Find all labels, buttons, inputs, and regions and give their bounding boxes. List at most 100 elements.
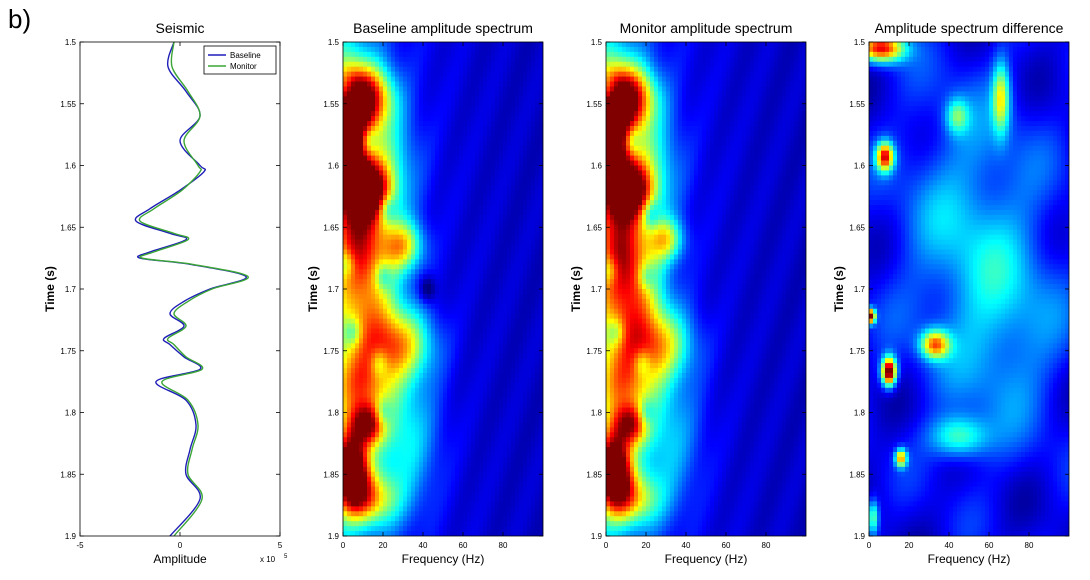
heatmap-cell xyxy=(431,397,436,404)
heatmap-cell xyxy=(411,318,416,325)
heatmap-cell xyxy=(347,190,352,196)
heatmap-cell xyxy=(511,397,516,404)
heatmap-cell xyxy=(375,516,380,522)
heatmap-cell xyxy=(451,496,456,503)
heatmap-cell xyxy=(343,452,348,458)
heatmap-cell xyxy=(387,511,392,517)
heatmap-cell xyxy=(507,452,512,458)
heatmap-cell xyxy=(351,150,356,157)
heatmap-cell xyxy=(363,279,368,285)
heatmap-cell xyxy=(435,86,440,92)
heatmap-cell xyxy=(447,432,452,438)
heatmap-cell xyxy=(419,56,424,63)
heatmap-cell xyxy=(463,91,468,97)
heatmap-cell xyxy=(527,506,532,512)
heatmap-cell xyxy=(371,244,376,251)
heatmap-cell xyxy=(463,106,468,112)
heatmap-cell xyxy=(483,293,488,300)
heatmap-cell xyxy=(451,427,456,433)
heatmap-cell xyxy=(383,412,388,419)
heatmap-cell xyxy=(359,140,364,147)
heatmap-cell xyxy=(495,284,500,290)
heatmap-cell xyxy=(371,254,376,260)
heatmap-cell xyxy=(519,121,524,127)
heatmap-cell xyxy=(455,46,460,53)
heatmap-cell xyxy=(443,249,448,256)
heatmap-cell xyxy=(471,506,476,512)
heatmap-cell xyxy=(399,175,404,181)
heatmap-cell xyxy=(383,521,388,527)
heatmap-cell xyxy=(539,130,543,137)
heatmap-cell xyxy=(535,333,540,339)
heatmap-cell xyxy=(483,417,488,423)
heatmap-cell xyxy=(419,249,424,256)
heatmap-cell xyxy=(347,264,352,270)
heatmap-cell xyxy=(443,417,448,423)
heatmap-cell xyxy=(399,387,404,394)
heatmap-cell xyxy=(495,155,500,162)
heatmap-cell xyxy=(499,303,504,310)
heatmap-cell xyxy=(375,254,380,260)
heatmap-cell xyxy=(407,229,412,236)
heatmap-cell xyxy=(511,150,516,157)
heatmap-cell xyxy=(499,471,504,478)
heatmap-cell xyxy=(419,358,424,364)
heatmap-cell xyxy=(539,205,543,211)
heatmap-cell xyxy=(483,76,488,83)
heatmap-cell xyxy=(455,392,460,399)
heatmap-cell xyxy=(391,274,396,280)
heatmap-cell xyxy=(399,407,404,414)
heatmap-cell xyxy=(443,397,448,404)
heatmap-cell xyxy=(507,323,512,330)
heatmap-cell xyxy=(395,269,400,275)
heatmap-cell xyxy=(415,185,420,191)
heatmap-cell xyxy=(495,392,500,399)
heatmap-cell xyxy=(431,165,436,172)
heatmap-cell xyxy=(479,155,484,162)
heatmap-cell xyxy=(535,313,540,320)
heatmap-cell xyxy=(479,96,484,102)
heatmap-cell xyxy=(419,160,424,167)
heatmap-cell xyxy=(523,402,528,409)
heatmap-cell xyxy=(391,125,396,132)
heatmap-cell xyxy=(435,308,440,315)
heatmap-cell xyxy=(499,76,504,83)
heatmap-cell xyxy=(447,175,452,181)
heatmap-cell xyxy=(391,269,396,275)
heatmap-cell xyxy=(511,279,516,285)
heatmap-cell xyxy=(415,491,420,498)
heatmap-cell xyxy=(419,135,424,142)
heatmap-cell xyxy=(367,224,372,231)
heatmap-cell xyxy=(443,318,448,325)
heatmap-cell xyxy=(495,412,500,419)
heatmap-cell xyxy=(419,328,424,335)
heatmap-cell xyxy=(463,348,468,354)
heatmap-cell xyxy=(423,284,428,290)
heatmap-cell xyxy=(503,427,508,433)
heatmap-cell xyxy=(523,516,528,522)
heatmap-cell xyxy=(463,289,468,295)
heatmap-cell xyxy=(475,42,480,48)
heatmap-cell xyxy=(343,254,348,260)
heatmap-cell xyxy=(435,259,440,265)
heatmap-cell xyxy=(419,81,424,88)
heatmap-cell xyxy=(447,323,452,330)
heatmap-cell xyxy=(475,135,480,142)
heatmap-cell xyxy=(399,452,404,458)
heatmap-cell xyxy=(371,511,376,517)
heatmap-cell xyxy=(407,298,412,305)
heatmap-cell xyxy=(503,407,508,414)
heatmap-cell xyxy=(439,289,444,295)
heatmap-cell xyxy=(463,368,468,374)
heatmap-cell xyxy=(427,200,432,206)
heatmap-cell xyxy=(487,412,492,419)
heatmap-cell xyxy=(463,452,468,458)
heatmap-cell xyxy=(403,387,408,394)
heatmap-cell xyxy=(387,214,392,221)
heatmap-cell xyxy=(439,456,444,463)
heatmap-cell xyxy=(483,328,488,335)
heatmap-cell xyxy=(539,323,543,330)
y-tick-label: 1.65 xyxy=(60,223,76,232)
heatmap-cell xyxy=(531,491,536,498)
heatmap-cell xyxy=(419,145,424,152)
